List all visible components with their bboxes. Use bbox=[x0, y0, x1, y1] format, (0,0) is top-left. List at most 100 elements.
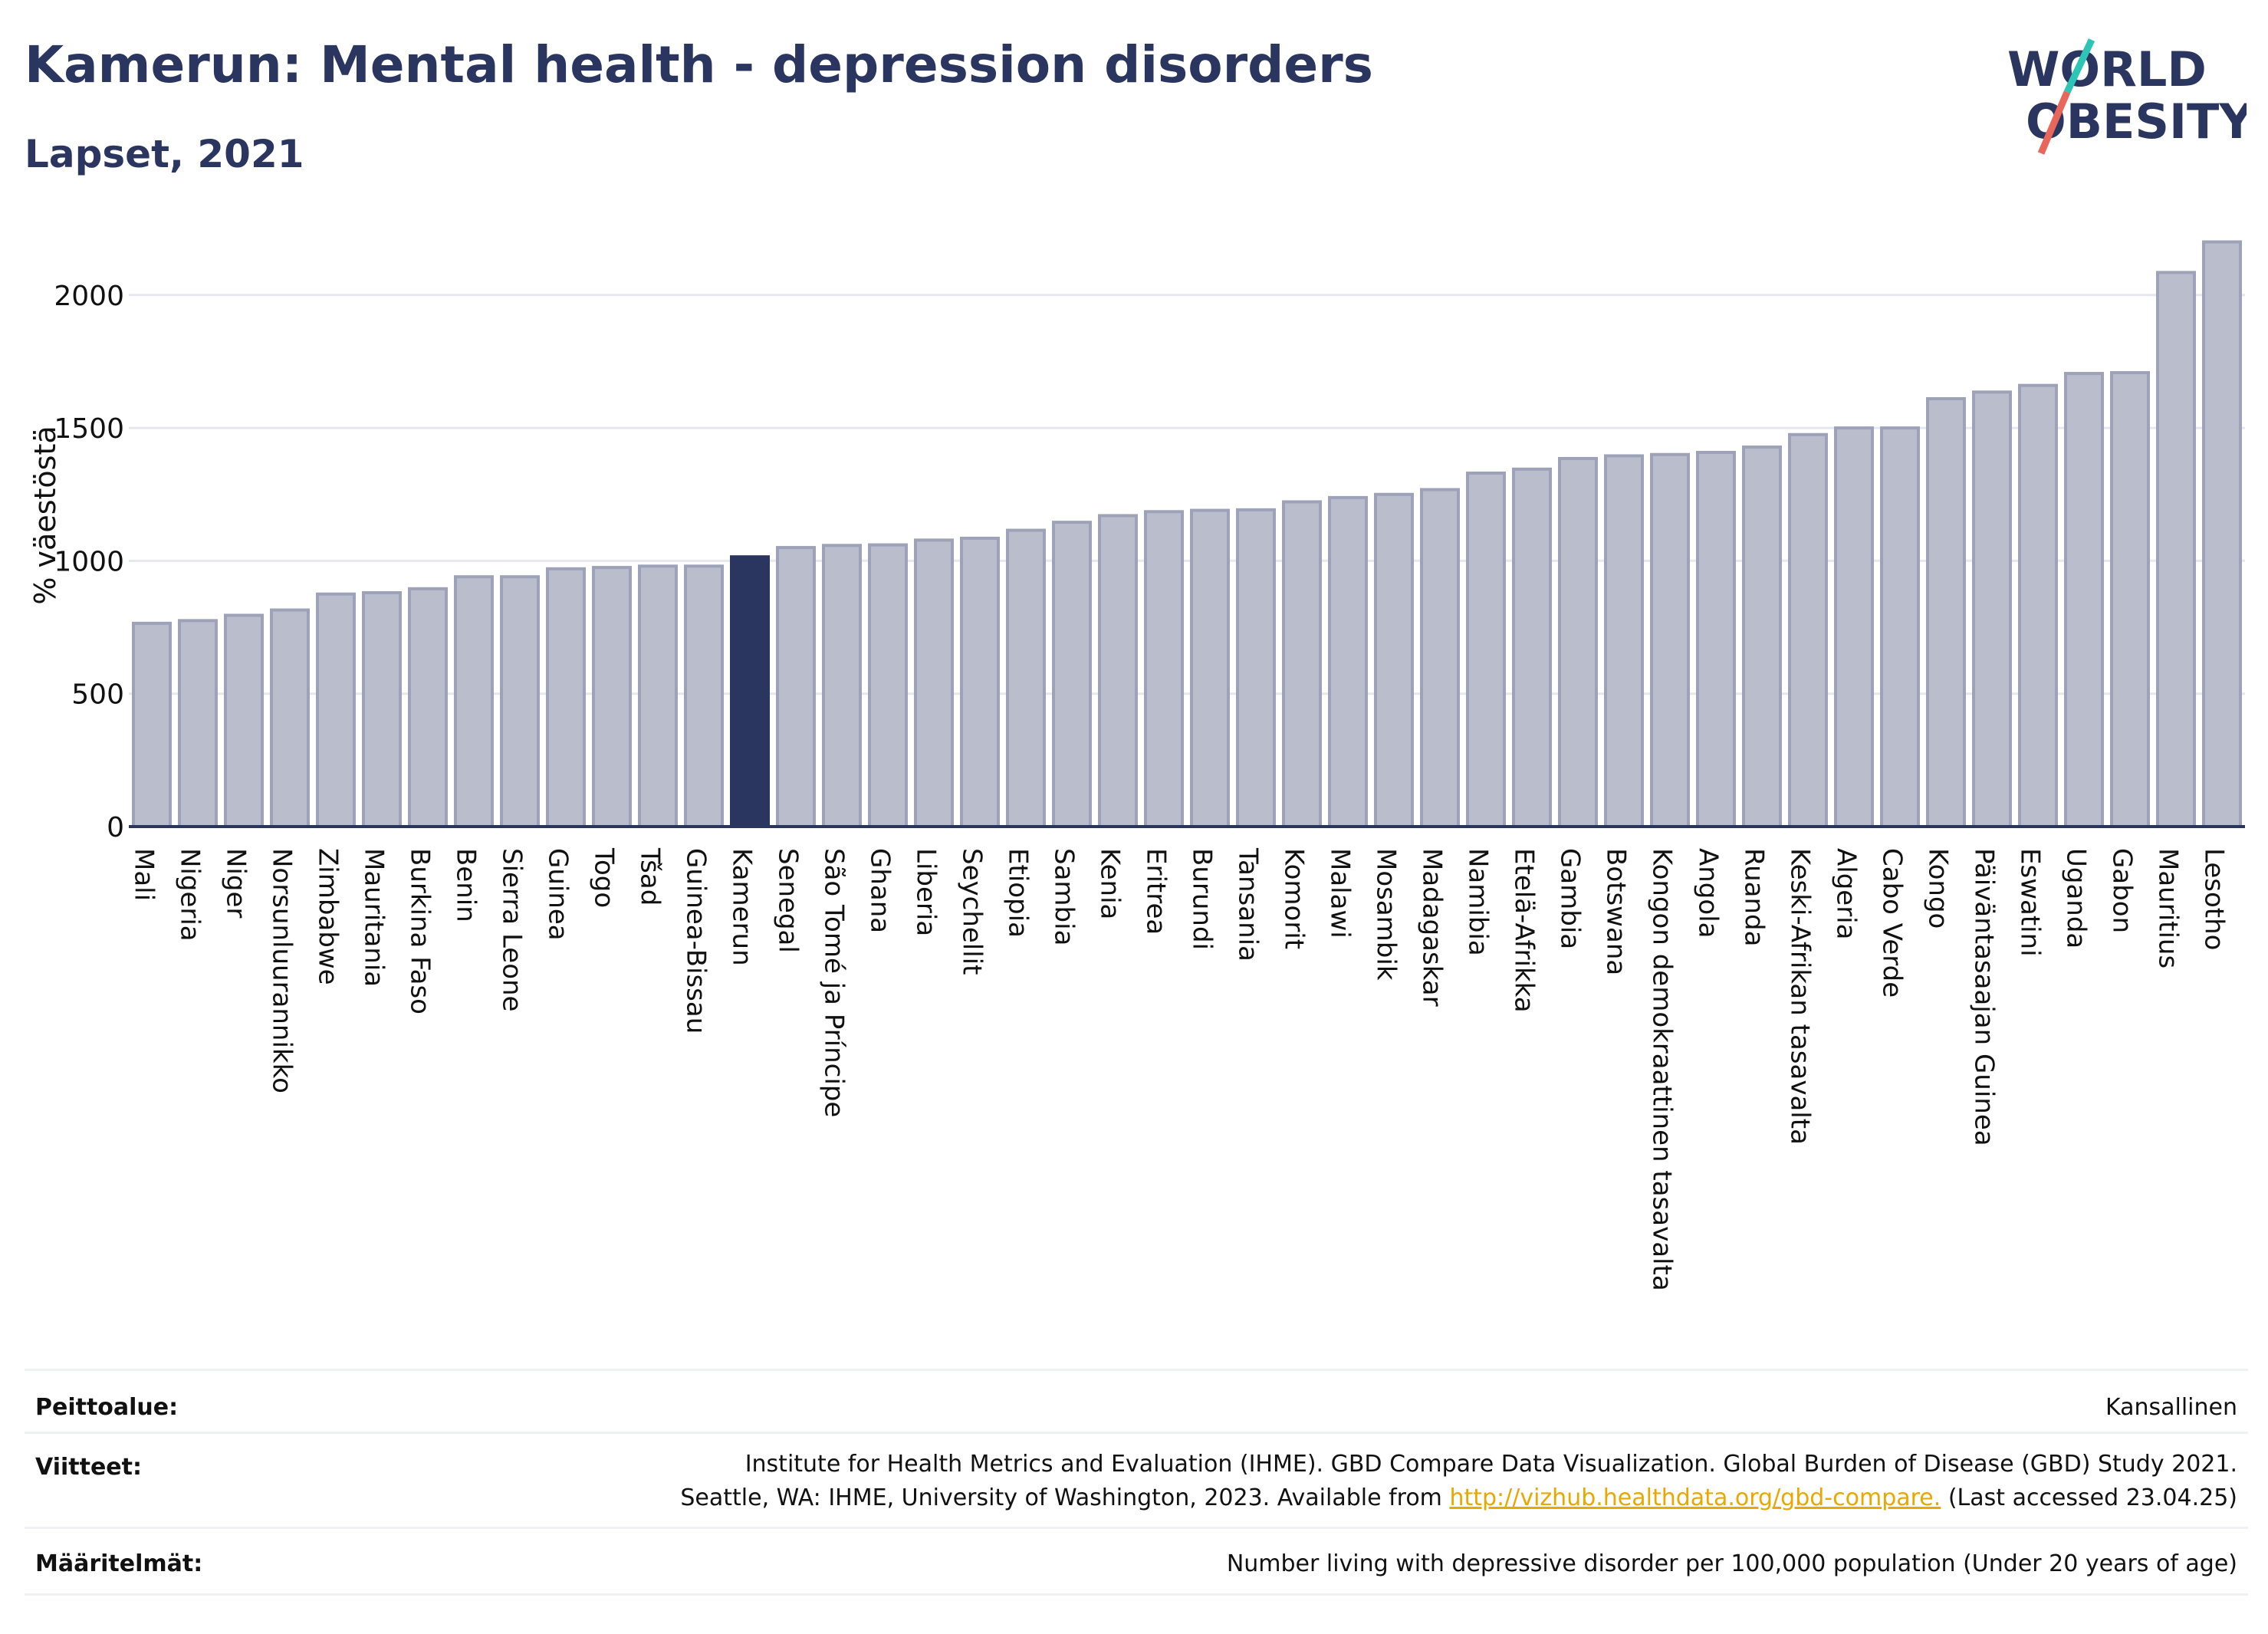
x-tick-label: Eritrea bbox=[1141, 848, 1172, 935]
bar bbox=[1282, 500, 1322, 828]
x-tick-label: Gambia bbox=[1555, 848, 1586, 949]
x-tick-label: Guinea-Bissau bbox=[681, 848, 712, 1034]
bar bbox=[1650, 452, 1690, 828]
footer-row-coverage: Peittoalue: Kansallinen bbox=[25, 1369, 2248, 1434]
x-tick-label: Botswana bbox=[1601, 848, 1632, 975]
x-tick-label: Etelä-Afrikka bbox=[1509, 848, 1540, 1013]
x-tick-label: Sambia bbox=[1049, 848, 1080, 945]
x-tick-label: Burkina Faso bbox=[405, 848, 436, 1014]
x-tick-label: Kongo bbox=[1923, 848, 1954, 929]
footer-row-definitions: Määritelmät: Number living with depressi… bbox=[25, 1527, 2248, 1596]
x-tick-label: Kongon demokraattinen tasavalta bbox=[1647, 848, 1678, 1291]
bar bbox=[1190, 508, 1230, 829]
references-value: Institute for Health Metrics and Evaluat… bbox=[680, 1448, 2237, 1515]
x-tick-label: Mauritius bbox=[2153, 848, 2184, 968]
x-tick-label: Guinea bbox=[543, 848, 574, 941]
bar bbox=[1788, 432, 1828, 828]
x-tick-label: Senegal bbox=[773, 848, 804, 953]
bar bbox=[2202, 240, 2242, 829]
chart-subtitle: Lapset, 2021 bbox=[25, 132, 304, 176]
bar bbox=[1420, 488, 1460, 828]
bar bbox=[1834, 426, 1874, 828]
x-tick-label: Namibia bbox=[1463, 848, 1494, 956]
x-tick-label: Tšad bbox=[635, 847, 666, 906]
bar bbox=[638, 564, 678, 828]
x-tick-label: Eswatini bbox=[2015, 848, 2046, 957]
world-obesity-logo: WORLD OBESITY bbox=[2007, 38, 2247, 155]
bar bbox=[270, 608, 310, 828]
chart-title: Kamerun: Mental health - depression diso… bbox=[25, 35, 1373, 94]
bar bbox=[2018, 383, 2058, 829]
bar bbox=[776, 546, 816, 828]
bar-layer bbox=[132, 240, 2242, 829]
x-tick-label: Norsunluurannikko bbox=[267, 848, 297, 1093]
footer-row-references: Viitteet: Institute for Health Metrics a… bbox=[25, 1432, 2248, 1529]
bar bbox=[1512, 467, 1552, 828]
y-tick-labels: 0 500 1000 1500 2000 bbox=[54, 281, 124, 843]
x-tick-label: Uganda bbox=[2061, 848, 2092, 949]
bar bbox=[914, 538, 954, 828]
x-tick-label: Päiväntasaajan Guinea bbox=[1969, 848, 2000, 1146]
y-axis-label: % väestöstä bbox=[28, 426, 62, 604]
x-tick-label: Kenia bbox=[1095, 848, 1126, 919]
bar bbox=[1696, 450, 1736, 828]
definitions-label: Määritelmät: bbox=[35, 1550, 203, 1577]
coverage-value: Kansallinen bbox=[2105, 1394, 2237, 1421]
bar bbox=[960, 536, 1000, 829]
x-tick-label: Sierra Leone bbox=[497, 848, 528, 1011]
x-tick-label: Zimbabwe bbox=[313, 848, 343, 985]
x-tick-label: Burundi bbox=[1187, 848, 1218, 950]
x-tick-label: Ghana bbox=[865, 848, 896, 933]
x-tick-label: Gabon bbox=[2107, 848, 2138, 933]
x-tick-label: Malawi bbox=[1325, 848, 1356, 939]
references-line2: Seattle, WA: IHME, University of Washing… bbox=[680, 1481, 2237, 1515]
bar bbox=[1052, 521, 1092, 828]
bar bbox=[2156, 271, 2196, 828]
x-tick-label: Lesotho bbox=[2199, 848, 2230, 950]
logo-slash-teal bbox=[2063, 38, 2095, 94]
bar bbox=[1742, 445, 1782, 828]
bar bbox=[408, 587, 448, 829]
x-tick-label: Liberia bbox=[911, 848, 942, 936]
logo-slash-coral bbox=[2037, 90, 2071, 155]
bar bbox=[316, 592, 356, 828]
logo-line1: WORLD bbox=[2007, 41, 2207, 97]
x-tick-label: Nigeria bbox=[175, 848, 205, 942]
bar-chart: 0 500 1000 1500 2000 Mali Nigeria Niger Norsunl… bbox=[28, 240, 2245, 1291]
bar bbox=[1972, 390, 2012, 828]
x-tick-label: Togo bbox=[589, 847, 620, 908]
bar bbox=[1926, 396, 1966, 828]
y-tick-label: 0 bbox=[107, 812, 124, 843]
references-line1: Institute for Health Metrics and Evaluat… bbox=[744, 1451, 2237, 1478]
x-tick-label: Cabo Verde bbox=[1877, 848, 1908, 998]
y-tick-label: 1000 bbox=[54, 546, 124, 577]
x-tick-label: São Tomé ja Príncipe bbox=[819, 848, 850, 1117]
x-tick-label: Mosambik bbox=[1371, 848, 1402, 981]
bar bbox=[454, 575, 494, 828]
definitions-value: Number living with depressive disorder p… bbox=[1226, 1550, 2237, 1577]
x-tick-label: Kamerun bbox=[727, 848, 758, 966]
x-tick-label: Algeria bbox=[1831, 848, 1862, 939]
references-link[interactable]: http://vizhub.healthdata.org/gbd-compare… bbox=[1449, 1484, 1941, 1511]
bar bbox=[2110, 371, 2150, 828]
x-tick-label: Etiopia bbox=[1003, 848, 1034, 938]
bar bbox=[1006, 528, 1046, 829]
x-tick-label: Mauritania bbox=[359, 848, 390, 987]
bar bbox=[224, 613, 264, 828]
bar bbox=[546, 567, 586, 828]
bar bbox=[178, 619, 218, 828]
bar bbox=[132, 621, 172, 828]
x-tick-label: Keski-Afrikan tasavalta bbox=[1785, 848, 1816, 1145]
bar bbox=[684, 564, 724, 828]
x-tick-label: Benin bbox=[451, 848, 482, 922]
bar bbox=[1880, 426, 1920, 828]
x-tick-label: Angola bbox=[1693, 848, 1724, 938]
x-tick-label: Tansania bbox=[1233, 847, 1264, 962]
bar bbox=[1558, 456, 1598, 828]
bar bbox=[1098, 514, 1138, 829]
bar bbox=[1374, 492, 1414, 828]
bar bbox=[500, 575, 540, 828]
x-tick-label: Mali bbox=[129, 848, 159, 901]
references-line2-post: (Last accessed 23.04.25) bbox=[1941, 1484, 2237, 1511]
x-tick-label: Seychellit bbox=[957, 848, 988, 975]
